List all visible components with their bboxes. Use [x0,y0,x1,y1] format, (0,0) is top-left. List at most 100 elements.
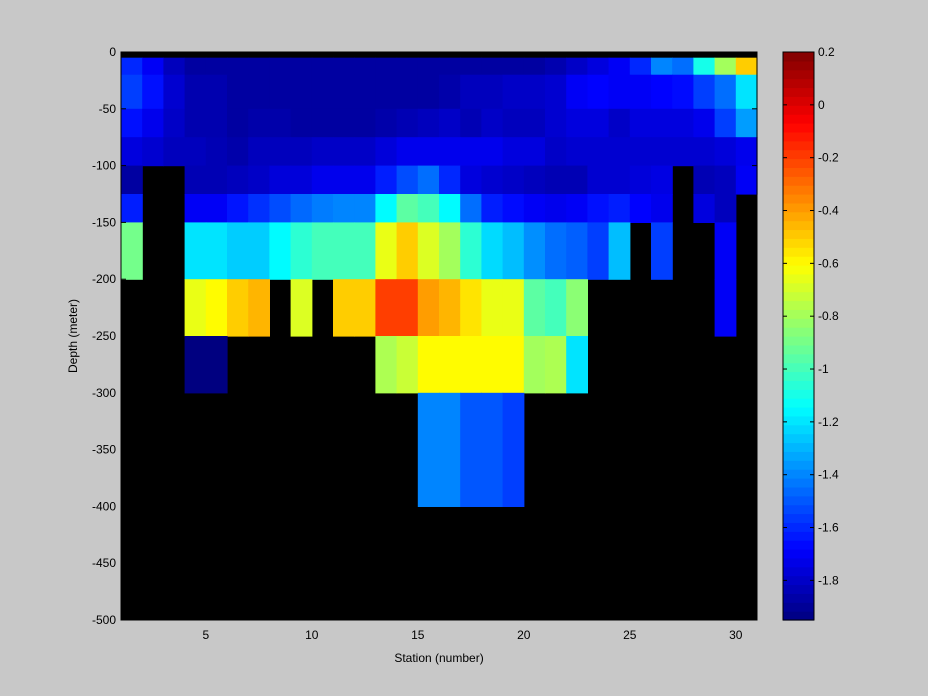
heatmap-cell [608,108,631,138]
heatmap-cell [693,57,716,76]
heatmap-cell [651,108,673,138]
colorbar-segment [783,78,814,89]
x-axis-ticks: 5 10 15 20 25 30 [202,52,743,642]
heatmap-cell [333,279,355,337]
heatmap-cell [735,74,758,110]
heatmap-cell [587,108,610,138]
heatmap-cell [439,279,461,337]
heatmap-cell [417,57,440,76]
colorbar-segment [783,504,814,515]
colorbar-segment [783,469,814,479]
heatmap-cell [375,137,398,167]
heatmap-cell [439,57,461,76]
colorbar-tick-label: -0.6 [818,256,839,270]
heatmap-cell [290,74,313,110]
heatmap-cell [439,336,461,394]
colorbar-segment [783,265,814,275]
heatmap-cell [354,57,376,76]
heatmap-cell [269,74,292,110]
colorbar-segment [783,451,814,461]
heatmap-cell [608,165,631,195]
heatmap-cell [629,74,652,110]
heatmap-cell [523,279,546,337]
heatmap-cell [629,165,652,195]
heatmap-cell [502,194,525,223]
heatmap-cell [417,392,440,507]
heatmap-cell [333,194,355,223]
colorbar-ticks: 0.2 0 -0.2 -0.4 -0.6 -0.8 -1 -1.2 -1.4 -1.6 -1.8 [783,45,839,587]
heatmap-cell [502,137,525,167]
heatmap-cell [396,57,419,76]
heatmap-cell [439,222,461,280]
heatmap-cell [672,137,694,167]
heatmap-cell [502,165,525,195]
heatmap-cell [481,137,504,167]
heatmap-cell [735,165,758,195]
heatmap-cell [311,194,334,223]
colorbar-tick-label: -1.8 [818,573,839,587]
heatmap-cell [333,74,355,110]
heatmap-cell [417,279,440,337]
y-tick-label: -350 [92,443,116,457]
heatmap-cell [693,137,716,167]
heatmap-cell [545,137,567,167]
heatmap-cell [714,137,737,167]
heatmap-cell [651,165,673,195]
y-tick-label: -150 [92,215,116,229]
heatmap-cell [439,137,461,167]
heatmap-cell [566,222,588,280]
heatmap-cell [396,279,419,337]
heatmap-cell [735,57,758,76]
heatmap-cell [714,57,737,76]
heatmap-cell [566,336,588,394]
heatmap-cell [205,336,228,394]
heatmap-cell [248,137,270,167]
heatmap-cell [502,74,525,110]
colorbar-tick-label: -1.6 [818,521,839,535]
heatmap-cell [502,222,525,280]
colorbar-tick-label: 0.2 [818,45,835,59]
heatmap-cell [290,194,313,223]
colorbar-segment [783,96,814,106]
heatmap-cell [460,108,482,138]
heatmap-cell [545,165,567,195]
heatmap-cell [269,222,292,280]
colorbar-tick-label: 0 [818,98,825,112]
heatmap-cells [121,57,758,507]
colorbar-segment [783,69,814,80]
heatmap-cell [523,165,546,195]
heatmap-cell [417,222,440,280]
colorbar-segment [783,52,814,62]
colorbar-segment [783,478,814,488]
heatmap-cell [396,222,419,280]
heatmap-cell [333,57,355,76]
heatmap-cell [121,194,143,223]
heatmap-cell [629,108,652,138]
heatmap-cell [651,194,673,223]
heatmap-cell [290,279,313,337]
heatmap-cell [227,108,249,138]
colorbar-segment [783,256,814,266]
heatmap-cell [714,165,737,195]
heatmap-cell [481,222,504,280]
heatmap-cell [227,57,249,76]
colorbar-segment [783,220,814,231]
heatmap-cell [121,137,143,167]
heatmap-cell [290,222,313,280]
colorbar-segment [783,380,814,390]
heatmap-cell [417,336,440,394]
heatmap-cell [523,137,546,167]
heatmap-cell [693,194,716,223]
heatmap-cell [502,108,525,138]
heatmap-cell [142,74,164,110]
colorbar-tick-label: -0.2 [818,151,839,165]
heatmap-cell [693,74,716,110]
heatmap-cell [142,57,164,76]
heatmap-cell [545,57,567,76]
colorbar-segment [783,247,814,257]
heatmap-cell [184,108,207,138]
colorbar-segment [783,557,814,568]
y-tick-label: -200 [92,272,116,286]
heatmap-cell [651,137,673,167]
heatmap-cell [184,57,207,76]
